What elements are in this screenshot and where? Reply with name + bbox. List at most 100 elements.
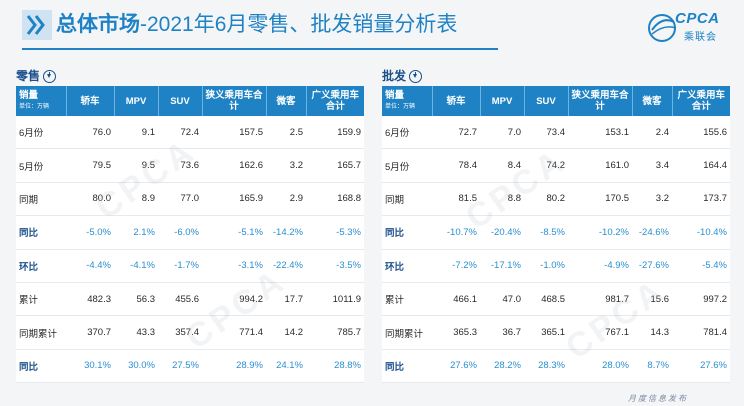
title-rest: -2021年6月零售、批发销量分析表 <box>140 13 458 36</box>
table-cell: 36.7 <box>480 315 524 350</box>
table-cell: 994.2 <box>202 282 266 317</box>
row-label: 5月份 <box>382 148 432 183</box>
circle-down-arrow-icon <box>43 69 57 83</box>
table-cell: 365.1 <box>524 315 568 350</box>
table-cell: 455.6 <box>158 282 202 317</box>
table-cell: 43.3 <box>114 315 158 350</box>
table-cell: -5.3% <box>306 215 364 250</box>
table-cell: 981.7 <box>568 282 632 317</box>
row-label: 6月份 <box>382 116 432 150</box>
table-cell: 785.7 <box>306 315 364 350</box>
table-cell: 165.9 <box>202 182 266 217</box>
table-header-row: 销量 单位：万辆 轿车 MPV SUV 狭义乘用车合计 微客 广义乘用车合计 <box>16 86 364 116</box>
table-cell: 28.8% <box>306 349 364 384</box>
title-underline <box>22 48 498 50</box>
table-cell: 30.1% <box>66 349 114 384</box>
table-cell: 3.2 <box>632 182 672 217</box>
retail-section-label: 零售 <box>16 68 57 84</box>
row-label: 环比 <box>16 249 66 283</box>
col-header: 轿车 <box>432 86 481 116</box>
table-cell: 466.1 <box>432 282 480 317</box>
table-cell: -27.6% <box>632 249 672 283</box>
table-cell: 14.3 <box>632 315 672 350</box>
table-cell: 17.7 <box>266 282 306 317</box>
row-label: 环比 <box>382 249 432 283</box>
table-cell: 24.1% <box>266 349 306 384</box>
table-cell: 1011.9 <box>306 282 364 317</box>
table-cell: 482.3 <box>66 282 114 317</box>
table-cell: -17.1% <box>480 249 524 283</box>
table-cell: 9.1 <box>114 116 158 150</box>
table-cell: 79.5 <box>66 148 114 183</box>
col-header: 轿车 <box>66 86 115 116</box>
table-cell: 47.0 <box>480 282 524 317</box>
table-cell: 164.4 <box>672 148 730 183</box>
table-cell: 2.1% <box>114 215 158 250</box>
title-bold: 总体市场 <box>56 13 140 36</box>
table-row: 5月份 79.5 9.5 73.6 162.6 3.2 165.7 <box>16 148 364 183</box>
col-header: 狭义乘用车合计 <box>568 86 633 116</box>
table-cell: 74.2 <box>524 148 568 183</box>
table-row: 同比 30.1% 30.0% 27.5% 28.9% 24.1% 28.8% <box>16 349 364 384</box>
table-cell: -20.4% <box>480 215 524 250</box>
table-row: 同期 80.0 8.9 77.0 165.9 2.9 168.8 <box>16 182 364 217</box>
table-row: 同比 -5.0% 2.1% -6.0% -5.1% -14.2% -5.3% <box>16 215 364 250</box>
table-cell: -22.4% <box>266 249 306 283</box>
row-label: 6月份 <box>16 116 66 150</box>
table-cell: 8.8 <box>480 182 524 217</box>
table-cell: -14.2% <box>266 215 306 250</box>
table-row: 环比 -4.4% -4.1% -1.7% -3.1% -22.4% -3.5% <box>16 249 364 283</box>
logo-subtext: 乘联会 <box>684 32 717 43</box>
table-cell: 80.2 <box>524 182 568 217</box>
corner-header: 销量 单位：万辆 <box>382 86 433 116</box>
table-cell: 173.7 <box>672 182 730 217</box>
table-cell: 8.9 <box>114 182 158 217</box>
circle-down-arrow-icon <box>409 69 423 83</box>
col-header: 狭义乘用车合计 <box>202 86 267 116</box>
table-cell: -10.4% <box>672 215 730 250</box>
row-label: 同比 <box>382 349 432 384</box>
table-cell: 77.0 <box>158 182 202 217</box>
table-cell: 2.9 <box>266 182 306 217</box>
row-label: 同期累计 <box>382 315 432 350</box>
table-cell: 28.2% <box>480 349 524 384</box>
table-cell: 28.3% <box>524 349 568 384</box>
table-cell: 3.4 <box>632 148 672 183</box>
col-header: MPV <box>114 86 159 116</box>
retail-table: 销量 单位：万辆 轿车 MPV SUV 狭义乘用车合计 微客 广义乘用车合计 6月… <box>16 86 364 384</box>
table-row: 同期 81.5 8.8 80.2 170.5 3.2 173.7 <box>382 182 730 217</box>
table-cell: 767.1 <box>568 315 632 350</box>
row-label: 同比 <box>382 215 432 250</box>
table-cell: -10.7% <box>432 215 480 250</box>
table-cell: 153.1 <box>568 116 632 150</box>
table-row: 同期累计 370.7 43.3 357.4 771.4 14.2 785.7 <box>16 315 364 350</box>
table-cell: 72.7 <box>432 116 480 150</box>
row-label: 同期 <box>16 182 66 217</box>
table-cell: 168.8 <box>306 182 364 217</box>
cpca-logo-icon <box>648 14 677 42</box>
col-header: SUV <box>158 86 203 116</box>
col-header: 微客 <box>266 86 307 116</box>
table-cell: 8.7% <box>632 349 672 384</box>
table-cell: -3.5% <box>306 249 364 283</box>
double-chevron-icon <box>22 10 52 40</box>
table-cell: -5.4% <box>672 249 730 283</box>
wholesale-section-label: 批发 <box>382 68 423 84</box>
col-header: MPV <box>480 86 525 116</box>
table-cell: 28.9% <box>202 349 266 384</box>
table-row: 累计 482.3 56.3 455.6 994.2 17.7 1011.9 <box>16 282 364 317</box>
corner-header: 销量 单位：万辆 <box>16 86 67 116</box>
table-row: 同期累计 365.3 36.7 365.1 767.1 14.3 781.4 <box>382 315 730 350</box>
table-cell: 2.4 <box>632 116 672 150</box>
row-label: 累计 <box>16 282 66 317</box>
table-cell: -8.5% <box>524 215 568 250</box>
table-cell: 370.7 <box>66 315 114 350</box>
table-cell: 27.6% <box>672 349 730 384</box>
table-cell: 155.6 <box>672 116 730 150</box>
table-row: 6月份 72.7 7.0 73.4 153.1 2.4 155.6 <box>382 116 730 150</box>
table-cell: 3.2 <box>266 148 306 183</box>
table-cell: 365.3 <box>432 315 480 350</box>
table-cell: 170.5 <box>568 182 632 217</box>
table-cell: 468.5 <box>524 282 568 317</box>
col-header: SUV <box>524 86 569 116</box>
